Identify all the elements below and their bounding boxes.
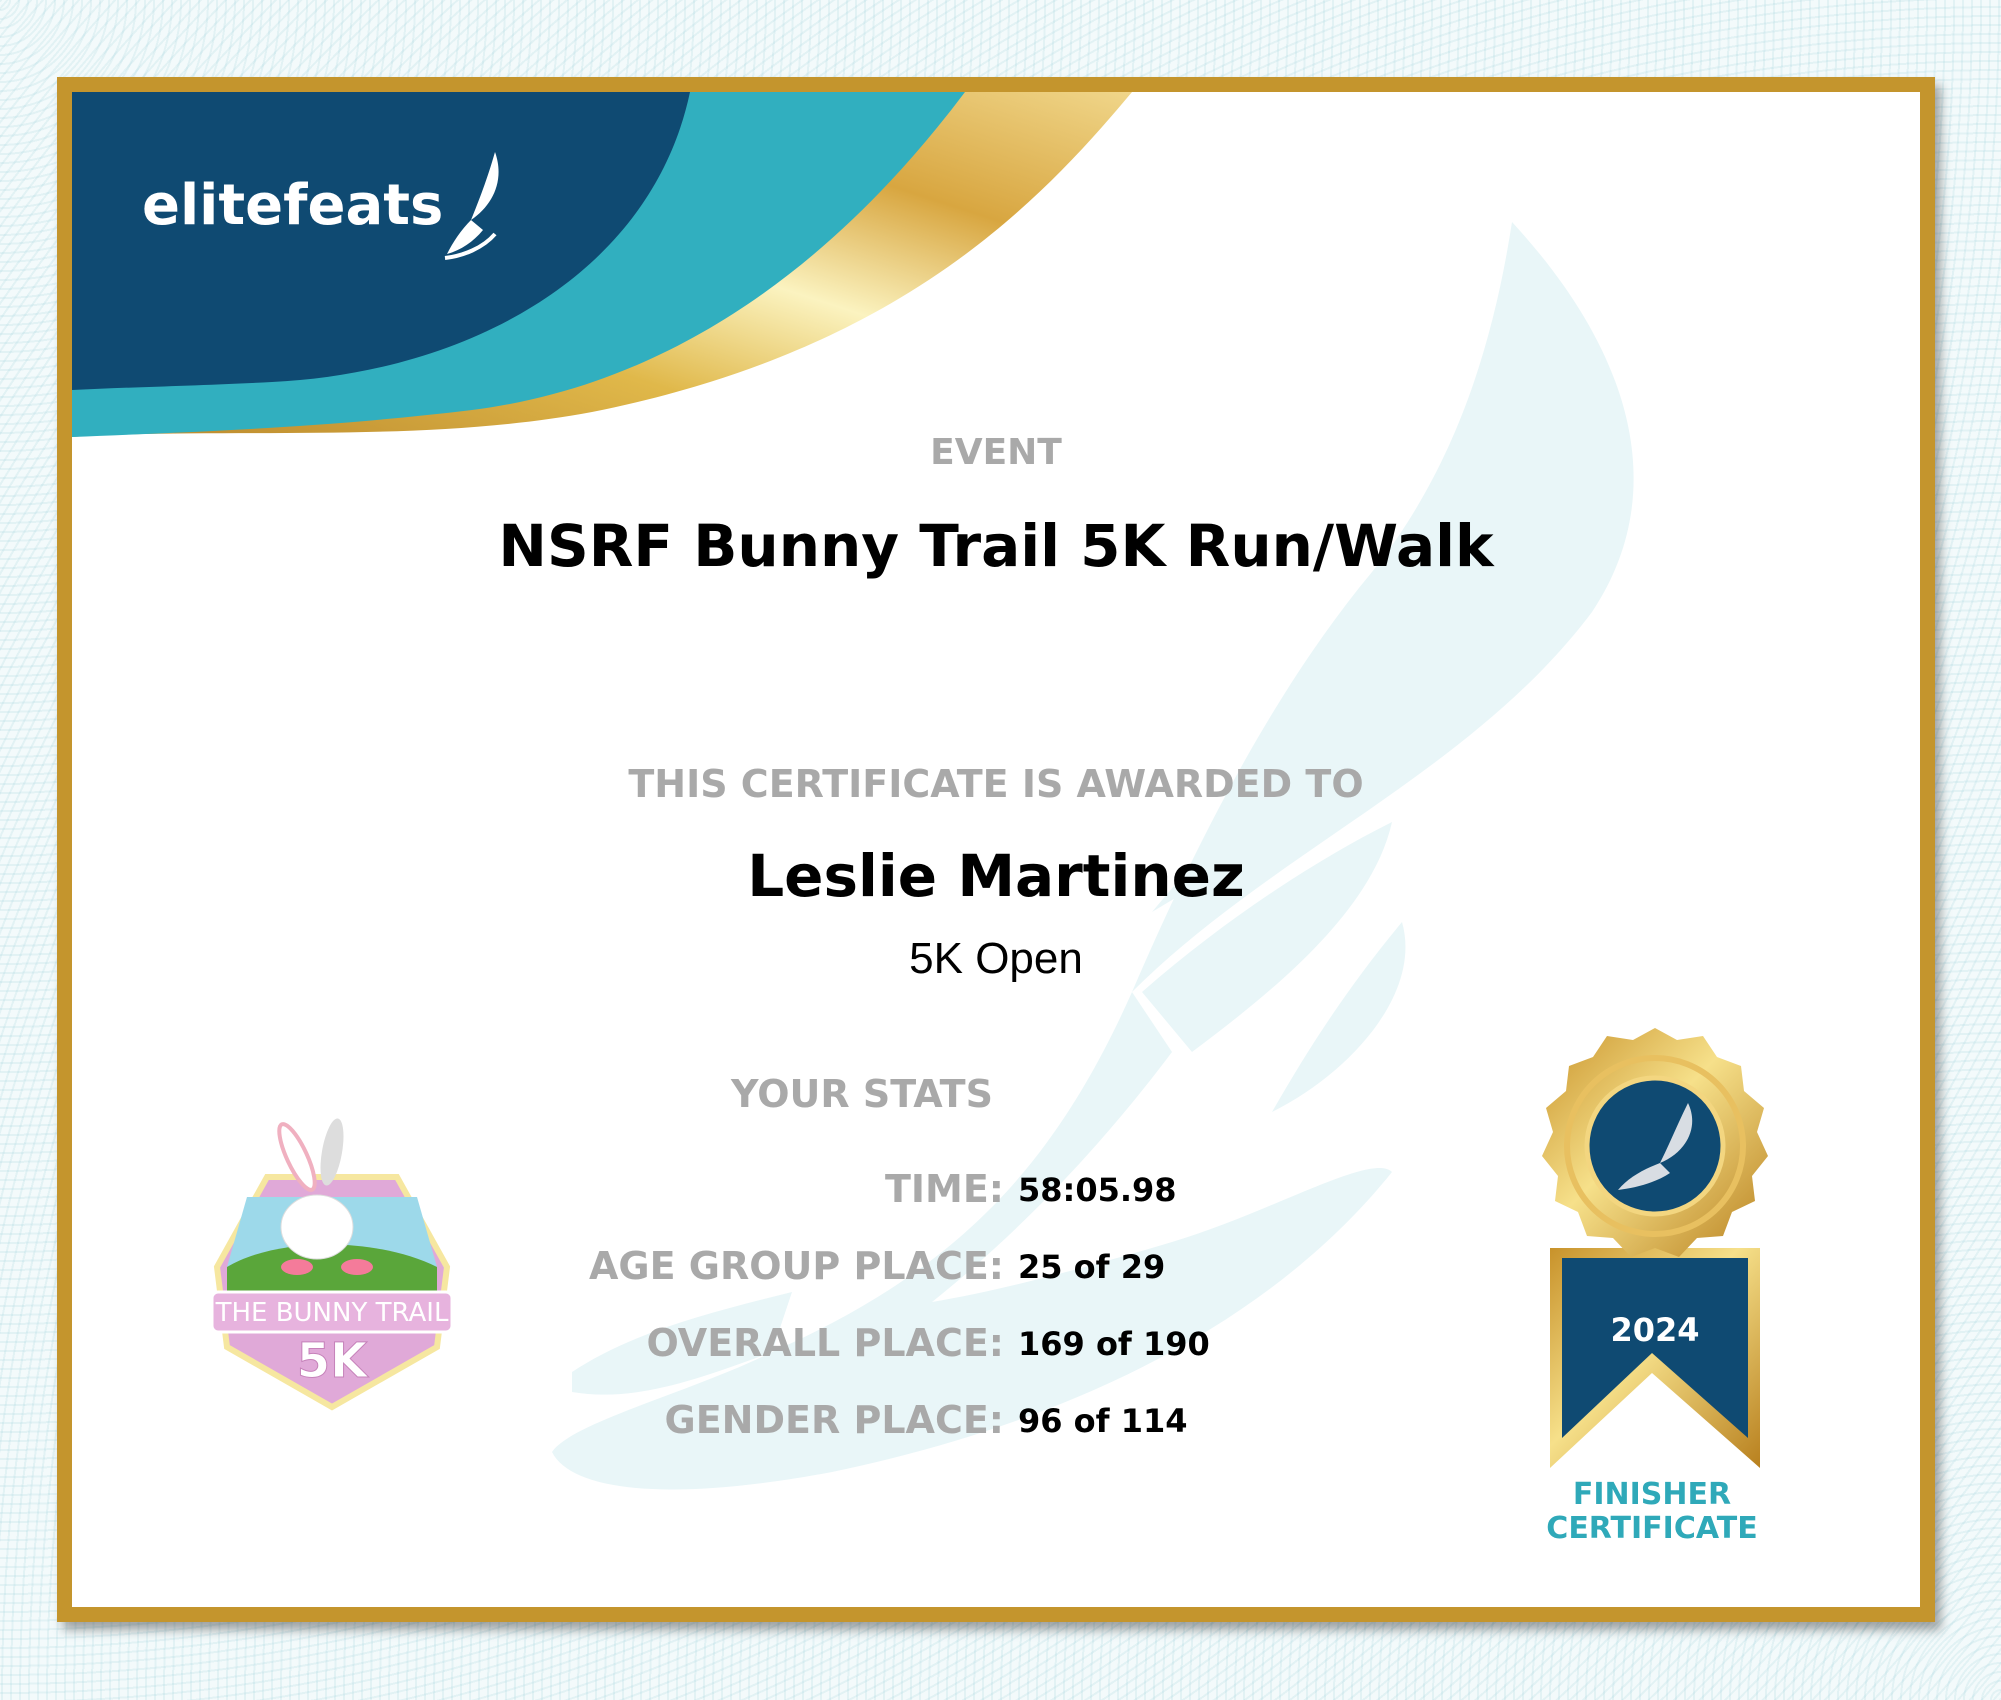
stat-label: OVERALL PLACE: <box>646 1321 1005 1365</box>
logo-text: elitefeats <box>142 172 444 238</box>
event-label: EVENT <box>930 432 1062 473</box>
awarded-label: THIS CERTIFICATE IS AWARDED TO <box>628 762 1364 806</box>
winged-foot-watermark-icon <box>552 222 1634 1490</box>
finisher-line1: FINISHER <box>1572 1477 1732 1512</box>
stats-title: YOUR STATS <box>731 1072 993 1116</box>
header-wave <box>72 92 1132 437</box>
certificate: elitefeats EVENT NSRF Bunny Trail 5K Run… <box>57 77 1935 1622</box>
stat-value: 58:05.98 <box>1018 1171 1177 1209</box>
stat-value: 25 of 29 <box>1018 1248 1166 1286</box>
badge-line2: 5K <box>297 1333 369 1389</box>
stat-row-overall: OVERALL PLACE: 169 of 190 <box>72 1321 1920 1371</box>
finisher-line2: CERTIFICATE <box>1546 1511 1758 1546</box>
stat-row-age-group: AGE GROUP PLACE: 25 of 29 <box>72 1244 1920 1294</box>
stat-label: AGE GROUP PLACE: <box>589 1244 1004 1288</box>
stat-row-time: TIME: 58:05.98 <box>72 1167 1920 1217</box>
recipient-name: Leslie Martinez <box>747 842 1245 910</box>
winged-foot-icon <box>445 152 499 260</box>
stat-row-gender: GENDER PLACE: 96 of 114 <box>72 1398 1920 1448</box>
finisher-ribbon-icon: 2024 <box>1542 1028 1768 1468</box>
stat-label: TIME: <box>884 1167 1004 1211</box>
stat-label: GENDER PLACE: <box>664 1398 1004 1442</box>
finisher-caption: FINISHER CERTIFICATE <box>1512 1478 1792 1546</box>
event-title: NSRF Bunny Trail 5K Run/Walk <box>498 512 1494 580</box>
stat-value: 169 of 190 <box>1018 1325 1210 1363</box>
ribbon-year: 2024 <box>1610 1311 1699 1349</box>
badge-line1: THE BUNNY TRAIL <box>215 1298 449 1328</box>
division: 5K Open <box>909 934 1083 983</box>
elitefeats-logo: elitefeats <box>142 150 503 260</box>
stat-value: 96 of 114 <box>1018 1402 1188 1440</box>
bunny-trail-badge: THE BUNNY TRAIL 5K <box>210 1118 454 1411</box>
